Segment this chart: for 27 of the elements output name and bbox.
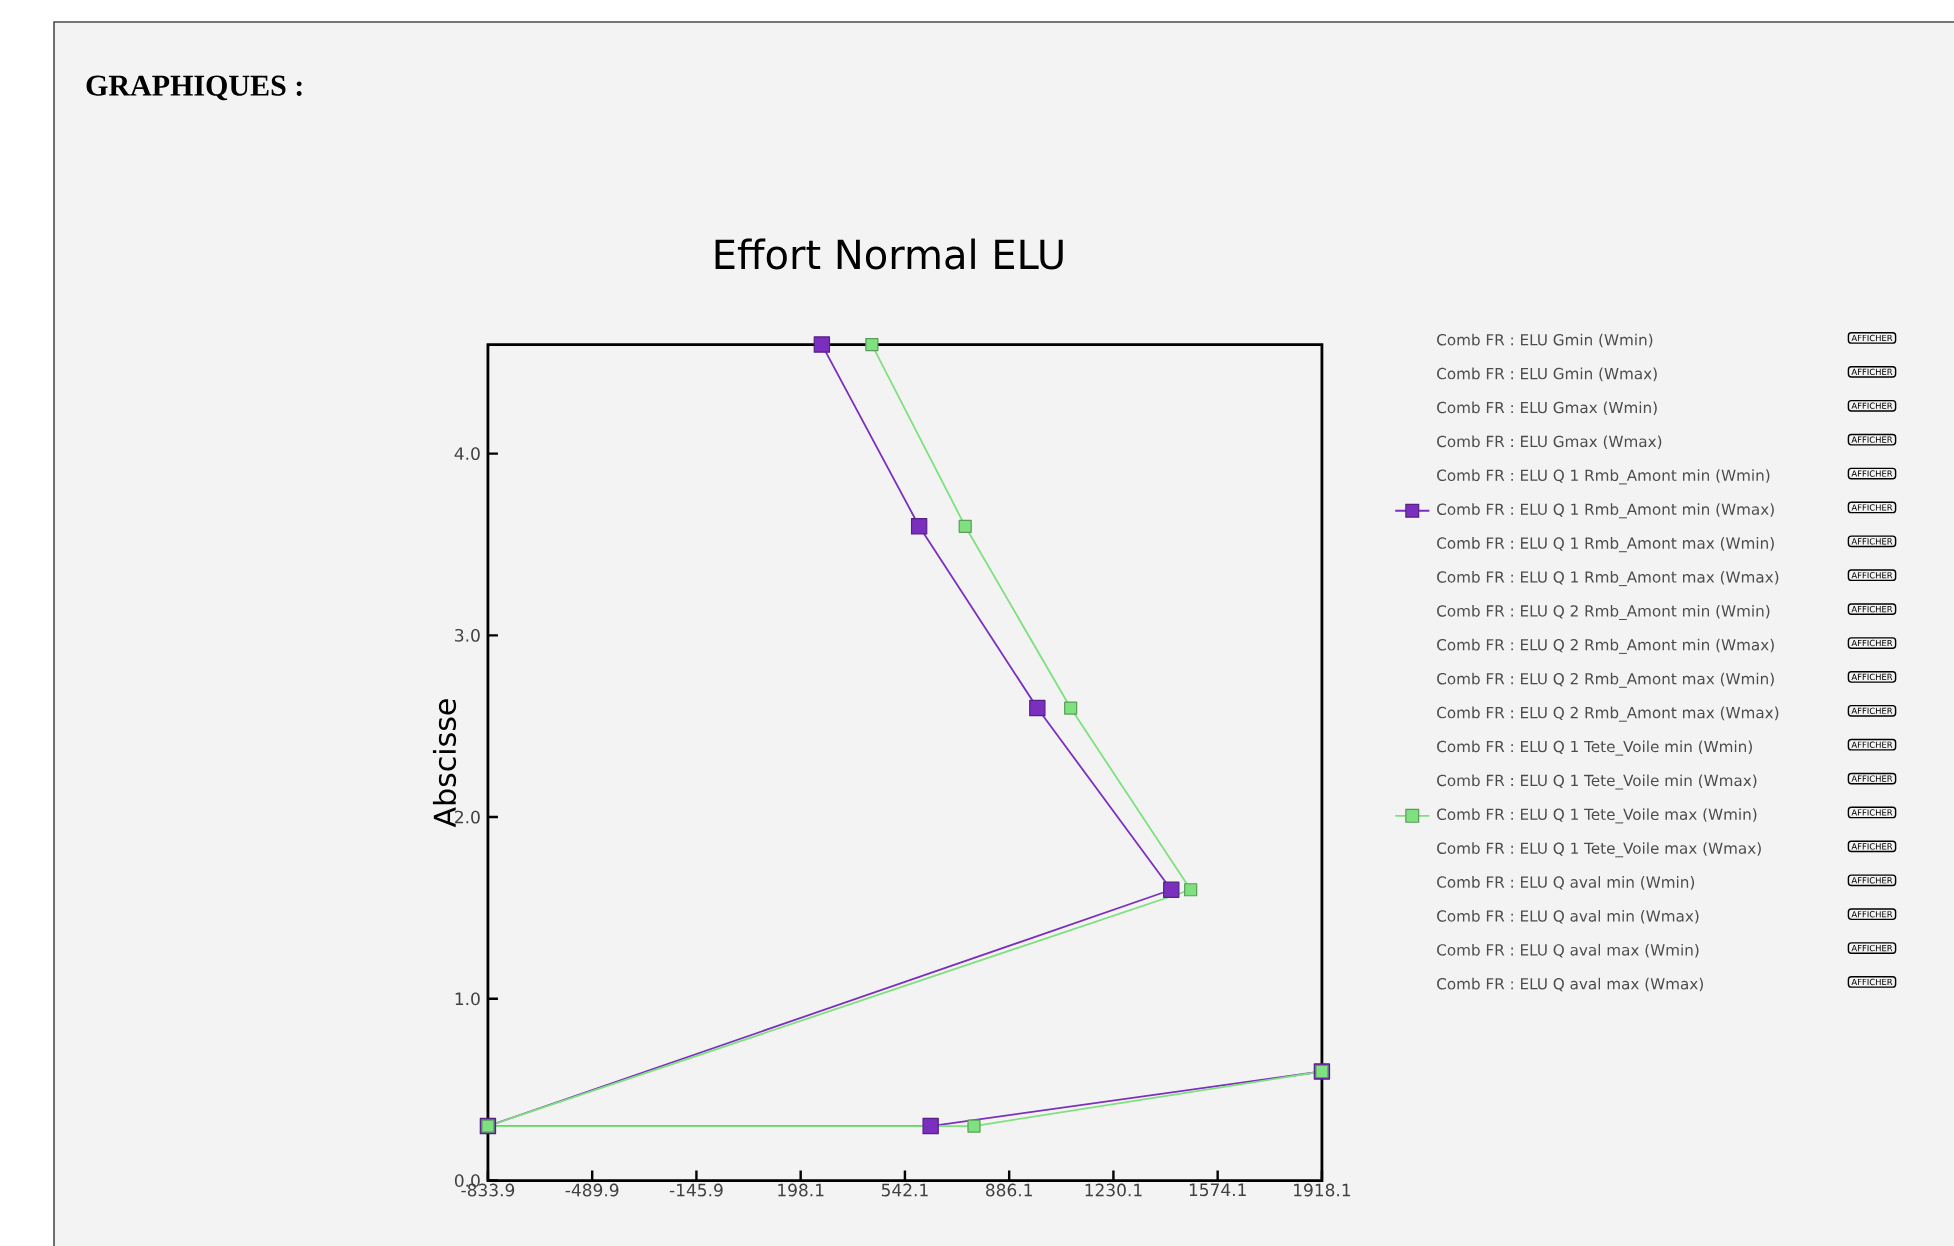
point [1163, 881, 1180, 898]
x-tick-label: 1574.1 [1189, 1183, 1246, 1197]
point [967, 1119, 981, 1133]
point [1064, 701, 1078, 715]
x-tick-label: 886.1 [986, 1183, 1032, 1197]
point [813, 336, 831, 353]
y-tick-label: 3.0 [455, 628, 480, 642]
point [1184, 883, 1198, 897]
x-tick-label: -145.9 [669, 1183, 723, 1197]
x-tick-label: 1918.1 [1294, 1183, 1351, 1197]
point [922, 1117, 939, 1135]
x-tick-label: -489.9 [565, 1183, 619, 1197]
text: GRAPHIQUES : [86, 75, 302, 101]
point [865, 337, 879, 352]
x-tick-label: 542.1 [881, 1183, 928, 1197]
x-tick-label: 1230.1 [1085, 1183, 1142, 1197]
y-tick-label: 1.0 [455, 992, 480, 1006]
point [1029, 699, 1046, 717]
x-tick-label: 198.1 [778, 1183, 824, 1197]
y-axis-title: Abscisse [432, 699, 457, 828]
point [910, 518, 928, 535]
x-tick-label: -833.9 [461, 1183, 515, 1197]
y-tick-label: 0.0 [454, 1174, 480, 1187]
y-tick-label: 2.0 [455, 810, 480, 824]
y-tick-label: 4.0 [454, 447, 480, 461]
chart-title: Effort Normal ELU [715, 238, 1063, 270]
point [958, 519, 972, 533]
